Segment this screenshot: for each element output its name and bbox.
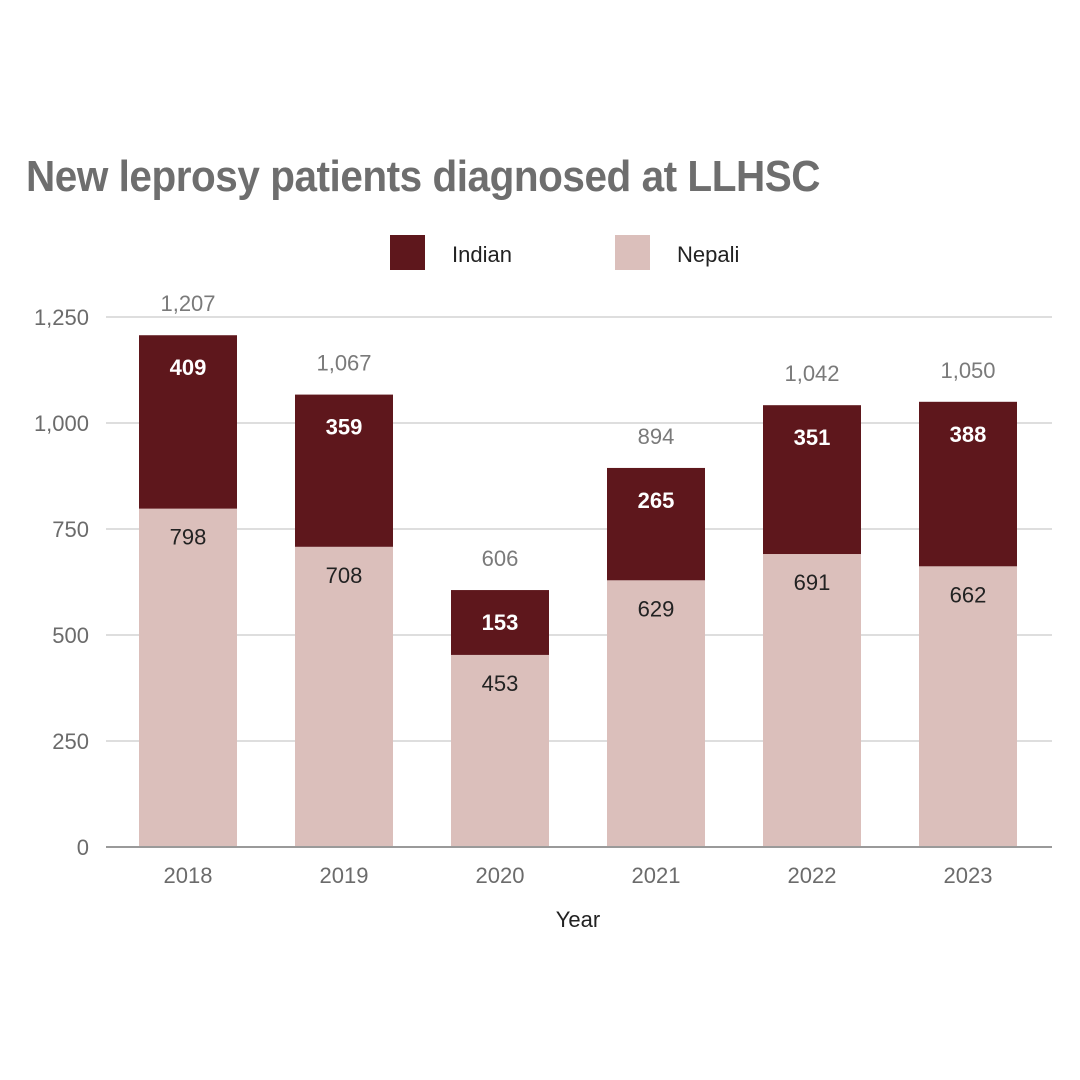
data-label-indian: 388 <box>950 422 987 447</box>
data-labels: 409 798 1,207 359 708 1,067 153 453 606 265 629 894… <box>160 291 995 696</box>
bar-nepali <box>919 566 1017 847</box>
data-label-total: 606 <box>482 546 519 571</box>
data-label-total: 1,067 <box>316 351 371 376</box>
bar-indian <box>763 405 861 555</box>
x-tick-label: 2019 <box>320 863 369 888</box>
y-tick-label: 750 <box>52 517 89 542</box>
y-axis-ticks: 0 250 500 750 1,000 1,250 <box>34 305 89 860</box>
data-label-total: 1,207 <box>160 291 215 316</box>
legend: Indian Nepali <box>390 235 739 270</box>
bar-nepali <box>763 554 861 847</box>
bar-nepali <box>451 654 549 847</box>
data-label-total: 1,050 <box>940 358 995 383</box>
y-tick-label: 1,000 <box>34 411 89 436</box>
x-tick-label: 2020 <box>476 863 525 888</box>
legend-label: Nepali <box>677 242 739 267</box>
bar-indian <box>139 335 237 509</box>
x-tick-label: 2021 <box>632 863 681 888</box>
x-axis-label: Year <box>556 907 600 932</box>
x-tick-label: 2023 <box>944 863 993 888</box>
legend-label: Indian <box>452 242 512 267</box>
data-label-nepali: 453 <box>482 671 519 696</box>
bar-indian <box>295 394 393 547</box>
data-label-indian: 409 <box>170 355 207 380</box>
legend-item-nepali: Nepali <box>615 235 739 270</box>
data-label-nepali: 662 <box>950 582 987 607</box>
data-label-nepali: 708 <box>326 563 363 588</box>
legend-swatch <box>615 235 650 270</box>
y-tick-label: 1,250 <box>34 305 89 330</box>
x-tick-label: 2018 <box>164 863 213 888</box>
bar-nepali <box>139 508 237 847</box>
bar-indian <box>451 590 549 655</box>
data-label-indian: 153 <box>482 610 519 635</box>
data-label-total: 894 <box>638 424 675 449</box>
data-label-nepali: 798 <box>170 525 207 550</box>
data-label-total: 1,042 <box>784 361 839 386</box>
legend-item-indian: Indian <box>390 235 512 270</box>
bars <box>139 335 1017 847</box>
bar-indian <box>919 401 1017 567</box>
y-tick-label: 0 <box>77 835 89 860</box>
x-axis-ticks: 2018 2019 2020 2021 2022 2023 <box>164 863 993 888</box>
data-label-nepali: 691 <box>794 570 831 595</box>
bar-nepali <box>607 580 705 847</box>
x-tick-label: 2022 <box>788 863 837 888</box>
data-label-indian: 265 <box>638 488 675 513</box>
data-label-nepali: 629 <box>638 596 675 621</box>
data-label-indian: 359 <box>326 415 363 440</box>
y-tick-label: 250 <box>52 729 89 754</box>
y-tick-label: 500 <box>52 623 89 648</box>
data-label-indian: 351 <box>794 425 831 450</box>
bar-indian <box>607 467 705 581</box>
legend-swatch <box>390 235 425 270</box>
chart-title: New leprosy patients diagnosed at LLHSC <box>26 152 821 201</box>
bar-nepali <box>295 546 393 847</box>
gridlines <box>106 316 1052 742</box>
